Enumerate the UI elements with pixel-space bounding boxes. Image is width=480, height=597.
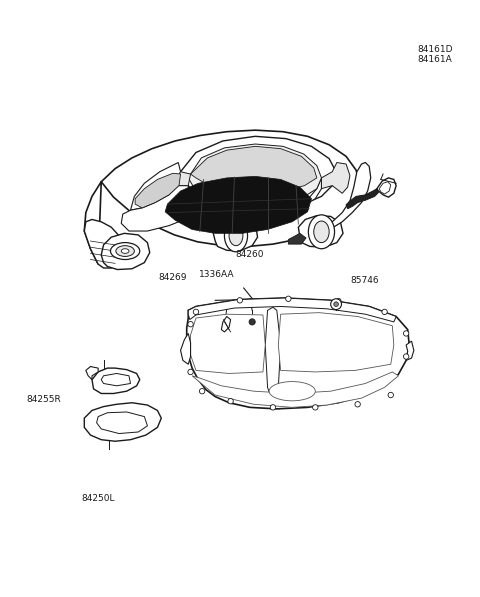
Polygon shape (131, 162, 180, 210)
Polygon shape (265, 307, 281, 396)
Ellipse shape (121, 249, 129, 253)
Circle shape (312, 405, 318, 410)
Text: 84161A: 84161A (418, 55, 452, 64)
Polygon shape (322, 162, 350, 193)
Circle shape (237, 298, 242, 303)
Polygon shape (278, 313, 394, 372)
Circle shape (193, 309, 199, 315)
Circle shape (199, 389, 205, 394)
Text: 1336AA: 1336AA (199, 270, 235, 279)
Circle shape (334, 302, 338, 306)
Circle shape (249, 319, 255, 325)
Ellipse shape (116, 245, 134, 257)
Polygon shape (191, 146, 317, 192)
Circle shape (286, 296, 291, 301)
Circle shape (336, 298, 341, 304)
Polygon shape (96, 412, 147, 433)
Polygon shape (101, 374, 131, 386)
Polygon shape (121, 186, 206, 231)
Circle shape (270, 405, 276, 410)
Ellipse shape (225, 220, 248, 252)
Polygon shape (86, 367, 98, 380)
Circle shape (331, 298, 341, 310)
Text: 84269: 84269 (158, 273, 187, 282)
Circle shape (388, 392, 394, 398)
Polygon shape (191, 314, 265, 374)
Polygon shape (165, 176, 312, 233)
Polygon shape (188, 178, 322, 220)
Polygon shape (101, 233, 150, 269)
Circle shape (355, 402, 360, 407)
Circle shape (188, 370, 193, 375)
Text: 85746: 85746 (350, 276, 379, 285)
Circle shape (404, 331, 409, 336)
Polygon shape (178, 172, 191, 186)
Ellipse shape (229, 226, 243, 245)
Ellipse shape (110, 242, 140, 260)
Polygon shape (187, 298, 409, 409)
Polygon shape (188, 144, 322, 204)
Polygon shape (299, 216, 343, 247)
Polygon shape (84, 403, 161, 441)
Polygon shape (377, 178, 396, 197)
Text: 84260: 84260 (235, 250, 264, 260)
Circle shape (404, 354, 409, 359)
Text: 84161D: 84161D (418, 45, 453, 54)
Polygon shape (135, 173, 180, 208)
Circle shape (188, 322, 193, 327)
Ellipse shape (308, 215, 335, 249)
Polygon shape (92, 368, 140, 393)
Polygon shape (379, 181, 391, 194)
Polygon shape (178, 136, 337, 211)
Polygon shape (346, 189, 378, 209)
Polygon shape (84, 220, 124, 268)
Ellipse shape (108, 417, 135, 432)
Polygon shape (180, 334, 191, 364)
Polygon shape (221, 316, 230, 332)
Circle shape (228, 399, 233, 404)
Polygon shape (192, 372, 398, 407)
Polygon shape (84, 130, 360, 264)
Circle shape (382, 309, 387, 315)
Ellipse shape (269, 381, 315, 401)
Polygon shape (288, 233, 306, 244)
Text: 84250L: 84250L (82, 494, 115, 503)
Polygon shape (406, 341, 414, 361)
Polygon shape (319, 162, 371, 231)
Polygon shape (188, 298, 396, 322)
Ellipse shape (314, 221, 329, 242)
Polygon shape (213, 220, 258, 251)
Text: 84255R: 84255R (26, 395, 61, 405)
